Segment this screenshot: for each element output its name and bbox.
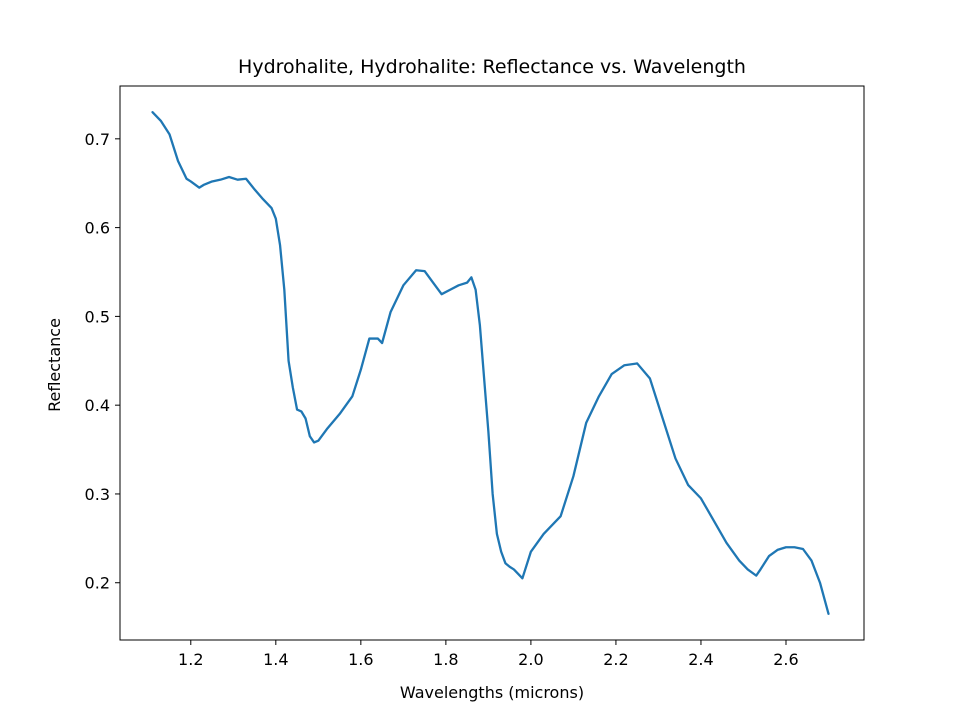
series-line-0 xyxy=(151,111,830,615)
y-axis-ticks: 0.2 0.3 0.4 0.5 0.6 0.7 xyxy=(85,130,120,593)
y-tick-label: 0.7 xyxy=(85,130,110,149)
x-tick-label: 1.8 xyxy=(433,650,458,669)
x-tick-label: 2.0 xyxy=(518,650,543,669)
x-tick-label: 1.2 xyxy=(178,650,203,669)
x-tick-label: 2.2 xyxy=(603,650,628,669)
y-tick-label: 0.4 xyxy=(85,396,110,415)
y-tick-label: 0.2 xyxy=(85,574,110,593)
x-axis-ticks: 1.2 1.4 1.6 1.8 2.0 2.2 2.4 2.6 xyxy=(178,640,799,669)
plot-frame xyxy=(119,85,865,641)
y-tick-label: 0.3 xyxy=(85,485,110,504)
y-axis-label: Reflectance xyxy=(45,318,64,412)
x-tick-label: 1.6 xyxy=(348,650,373,669)
x-axis-label: Wavelengths (microns) xyxy=(400,683,584,702)
chart-title: Hydrohalite, Hydrohalite: Reflectance vs… xyxy=(238,56,746,78)
x-tick-label: 2.4 xyxy=(688,650,713,669)
plot-area xyxy=(119,85,865,641)
x-tick-label: 2.6 xyxy=(773,650,798,669)
y-tick-label: 0.5 xyxy=(85,307,110,326)
x-tick-label: 1.4 xyxy=(263,650,288,669)
y-tick-label: 0.6 xyxy=(85,219,110,238)
